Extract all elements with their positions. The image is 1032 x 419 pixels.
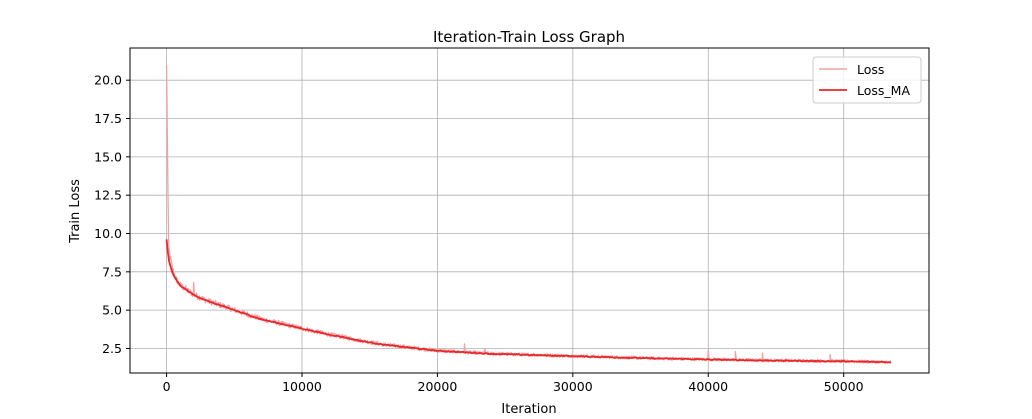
chart-title: Iteration-Train Loss Graph [433, 28, 625, 46]
y-tick-label: 15.0 [94, 149, 122, 164]
y-tick-label: 17.5 [94, 111, 122, 126]
legend-label-loss: Loss [857, 62, 884, 77]
ticks: 0 10000 20000 30000 40000 50000 2.5 5.0 7.5 10.0 1… [94, 73, 863, 394]
y-tick-label: 20.0 [94, 73, 122, 88]
x-tick-label: 10000 [282, 379, 322, 394]
x-tick-label: 0 [163, 379, 171, 394]
series-line-loss-ma [165, 239, 892, 364]
x-tick-label: 50000 [824, 379, 864, 394]
x-tick-label: 30000 [553, 379, 593, 394]
y-tick-label: 10.0 [94, 226, 122, 241]
y-tick-label: 12.5 [94, 188, 122, 203]
y-tick-label: 2.5 [102, 341, 122, 356]
series-line-loss [165, 64, 892, 365]
x-tick-label: 40000 [688, 379, 728, 394]
x-tick-label: 20000 [418, 379, 458, 394]
grid [130, 48, 929, 373]
series-layer [165, 64, 892, 365]
y-tick-label: 5.0 [102, 303, 122, 318]
x-axis-label: Iteration [501, 402, 556, 417]
legend-label-loss-ma: Loss_MA [857, 83, 910, 98]
plot-frame [129, 47, 930, 374]
y-tick-label: 7.5 [102, 264, 122, 279]
y-axis-label: Train Loss [68, 179, 83, 244]
legend: Loss Loss_MA [812, 56, 922, 104]
